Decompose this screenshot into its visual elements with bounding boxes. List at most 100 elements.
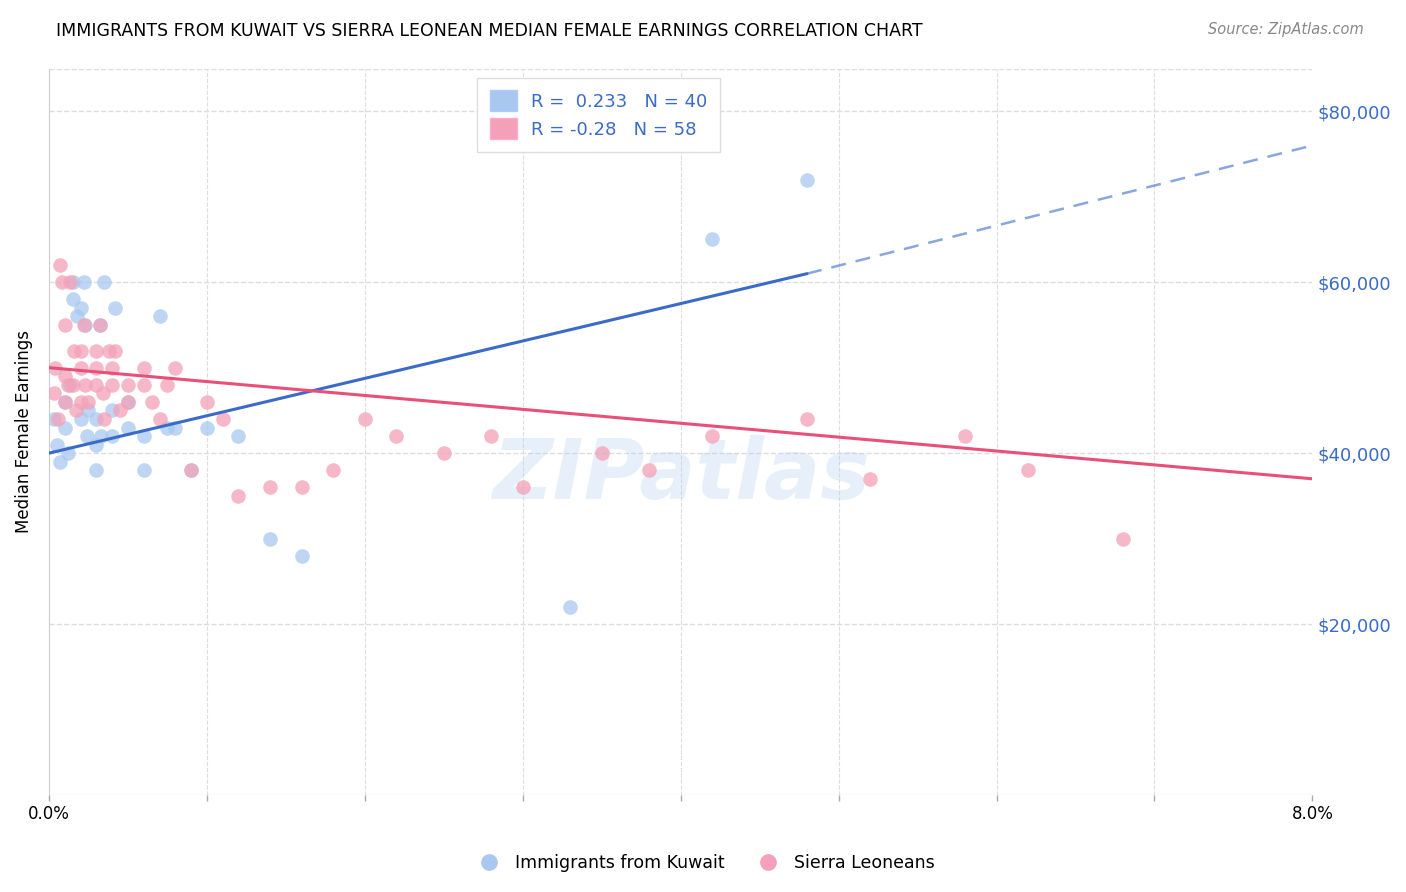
Point bbox=[53, 395, 76, 409]
Point bbox=[69, 395, 91, 409]
Point bbox=[156, 377, 179, 392]
Point bbox=[51, 275, 73, 289]
Point bbox=[180, 463, 202, 477]
Point bbox=[45, 437, 67, 451]
Point bbox=[132, 463, 155, 477]
Point bbox=[75, 318, 97, 332]
Point bbox=[859, 472, 882, 486]
Point bbox=[228, 429, 250, 443]
Point bbox=[62, 377, 84, 392]
Point bbox=[75, 377, 97, 392]
Point bbox=[86, 377, 108, 392]
Point bbox=[53, 420, 76, 434]
Point bbox=[101, 377, 124, 392]
Point bbox=[49, 258, 72, 272]
Point bbox=[132, 377, 155, 392]
Point bbox=[104, 301, 127, 315]
Point bbox=[98, 343, 121, 358]
Point bbox=[132, 360, 155, 375]
Point bbox=[89, 318, 111, 332]
Point bbox=[69, 301, 91, 315]
Point bbox=[117, 377, 139, 392]
Point bbox=[86, 463, 108, 477]
Point bbox=[322, 463, 344, 477]
Point bbox=[1017, 463, 1039, 477]
Point bbox=[76, 429, 98, 443]
Point bbox=[53, 395, 76, 409]
Point bbox=[195, 420, 218, 434]
Point bbox=[93, 275, 115, 289]
Point bbox=[117, 395, 139, 409]
Point bbox=[156, 420, 179, 434]
Point bbox=[101, 403, 124, 417]
Point bbox=[66, 310, 89, 324]
Point bbox=[385, 429, 408, 443]
Point bbox=[86, 360, 108, 375]
Point bbox=[58, 377, 80, 392]
Point bbox=[291, 480, 314, 494]
Y-axis label: Median Female Earnings: Median Female Earnings bbox=[15, 330, 32, 533]
Point bbox=[69, 343, 91, 358]
Point bbox=[62, 293, 84, 307]
Point bbox=[58, 275, 80, 289]
Point bbox=[49, 455, 72, 469]
Point bbox=[69, 360, 91, 375]
Point bbox=[89, 318, 111, 332]
Point bbox=[90, 429, 112, 443]
Point bbox=[132, 429, 155, 443]
Point bbox=[73, 275, 96, 289]
Point bbox=[101, 429, 124, 443]
Text: ZIPatlas: ZIPatlas bbox=[492, 435, 870, 516]
Point bbox=[69, 412, 91, 426]
Text: IMMIGRANTS FROM KUWAIT VS SIERRA LEONEAN MEDIAN FEMALE EARNINGS CORRELATION CHAR: IMMIGRANTS FROM KUWAIT VS SIERRA LEONEAN… bbox=[56, 22, 922, 40]
Point bbox=[479, 429, 502, 443]
Point bbox=[638, 463, 661, 477]
Point bbox=[165, 420, 187, 434]
Point bbox=[953, 429, 976, 443]
Point bbox=[108, 403, 131, 417]
Point bbox=[65, 403, 87, 417]
Point bbox=[259, 480, 281, 494]
Point bbox=[195, 395, 218, 409]
Point bbox=[291, 549, 314, 563]
Point bbox=[433, 446, 456, 460]
Point bbox=[56, 377, 79, 392]
Point bbox=[86, 412, 108, 426]
Point bbox=[353, 412, 375, 426]
Point bbox=[180, 463, 202, 477]
Point bbox=[62, 275, 84, 289]
Point bbox=[702, 232, 724, 246]
Point bbox=[796, 172, 818, 186]
Point bbox=[148, 310, 170, 324]
Point bbox=[77, 395, 100, 409]
Point bbox=[42, 412, 65, 426]
Point bbox=[42, 386, 65, 401]
Point bbox=[104, 343, 127, 358]
Point bbox=[117, 420, 139, 434]
Point bbox=[44, 360, 66, 375]
Legend: Immigrants from Kuwait, Sierra Leoneans: Immigrants from Kuwait, Sierra Leoneans bbox=[464, 847, 942, 879]
Point bbox=[86, 343, 108, 358]
Point bbox=[48, 412, 70, 426]
Point bbox=[63, 343, 86, 358]
Point bbox=[148, 412, 170, 426]
Point bbox=[93, 412, 115, 426]
Point bbox=[165, 360, 187, 375]
Legend: R =  0.233   N = 40, R = -0.28   N = 58: R = 0.233 N = 40, R = -0.28 N = 58 bbox=[477, 78, 720, 152]
Point bbox=[117, 395, 139, 409]
Point bbox=[211, 412, 233, 426]
Point bbox=[86, 437, 108, 451]
Point bbox=[56, 446, 79, 460]
Point bbox=[91, 386, 114, 401]
Point bbox=[259, 532, 281, 546]
Point bbox=[1112, 532, 1135, 546]
Point bbox=[558, 600, 581, 615]
Point bbox=[702, 429, 724, 443]
Point bbox=[77, 403, 100, 417]
Point bbox=[796, 412, 818, 426]
Text: Source: ZipAtlas.com: Source: ZipAtlas.com bbox=[1208, 22, 1364, 37]
Point bbox=[228, 489, 250, 503]
Point bbox=[591, 446, 613, 460]
Point bbox=[512, 480, 534, 494]
Point bbox=[53, 318, 76, 332]
